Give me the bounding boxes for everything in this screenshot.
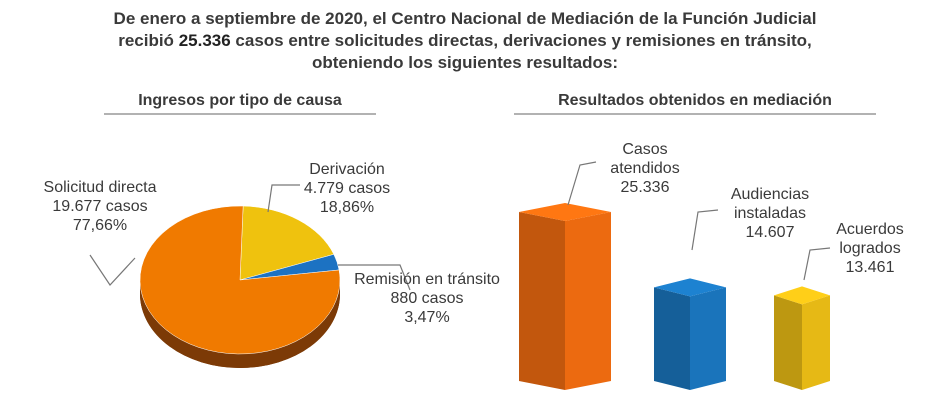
category-label: Solicitud directa	[43, 179, 157, 196]
bar-top	[774, 286, 830, 305]
intro-text: De enero a septiembre de 2020, el Centro…	[113, 9, 817, 50]
case-label: 19.677 casos	[52, 198, 148, 215]
value-label: 13.461	[845, 259, 895, 276]
intro: De enero a septiembre de 2020, el Centro…	[85, 8, 845, 74]
value-label: 77,66%	[72, 217, 128, 234]
bar-top	[519, 203, 611, 221]
bar-label: Audiencias instaladas 14.607	[700, 185, 840, 242]
category-label: Audiencias instaladas	[730, 186, 810, 222]
pie-label: Derivación 4.779 casos 18,86%	[282, 160, 412, 217]
bar-left-face	[774, 295, 802, 390]
category-label: Derivación	[309, 161, 385, 178]
leader-line	[567, 161, 597, 206]
category-label: Acuerdos logrados	[836, 221, 904, 257]
value-label: 18,86%	[319, 199, 375, 216]
case-label: 880 casos	[390, 290, 464, 307]
pie-slice	[239, 205, 335, 281]
bar-top	[654, 278, 726, 297]
bar-title: Resultados obtenidos en mediación	[558, 92, 832, 109]
leader-line	[803, 247, 831, 281]
bar-right-face	[565, 212, 611, 390]
value-label: 14.607	[745, 224, 795, 241]
category-label: Casos atendidos	[610, 141, 680, 177]
intro-total: 25.336	[178, 31, 231, 50]
value-label: 3,47%	[404, 309, 450, 326]
value-label: 25.336	[620, 179, 670, 196]
intro-text: casos entre solicitudes directas, deriva…	[235, 31, 812, 72]
bar-left-face	[654, 287, 690, 390]
bar-left-face	[519, 212, 565, 390]
pie-title: Ingresos por tipo de causa	[138, 92, 342, 109]
leader-line	[691, 209, 719, 251]
leader-line	[338, 264, 411, 291]
bar-right-face	[690, 287, 726, 390]
bar-label: Acuerdos logrados 13.461	[820, 220, 920, 277]
bar-label: Casos atendidos 25.336	[590, 140, 700, 197]
leader-line	[89, 254, 136, 286]
case-label: 4.779 casos	[303, 180, 391, 197]
category-label: Remisión en tránsito	[354, 271, 500, 288]
pie-label: Solicitud directa 19.677 casos 77,66%	[0, 178, 200, 235]
bar-right-face	[802, 295, 830, 390]
pie-slice	[139, 205, 341, 355]
leader-line	[267, 184, 300, 213]
pie-label: Remisión en tránsito 880 casos 3,47%	[352, 270, 502, 327]
